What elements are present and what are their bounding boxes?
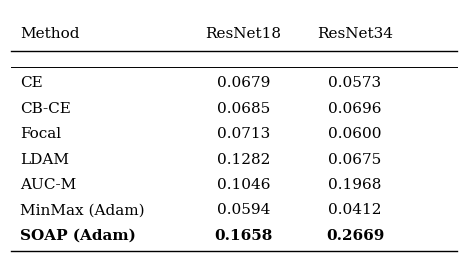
Text: AUC-M: AUC-M — [20, 178, 76, 192]
Text: ResNet18: ResNet18 — [205, 27, 281, 41]
Text: MinMax (Adam): MinMax (Adam) — [20, 203, 145, 217]
Text: 0.1282: 0.1282 — [217, 153, 270, 167]
Text: Method: Method — [20, 27, 80, 41]
Text: 0.0594: 0.0594 — [217, 203, 270, 217]
Text: 0.1658: 0.1658 — [214, 229, 272, 243]
Text: LDAM: LDAM — [20, 153, 69, 167]
Text: 0.0696: 0.0696 — [328, 102, 382, 116]
Text: 0.0600: 0.0600 — [328, 127, 382, 141]
Text: 0.0412: 0.0412 — [328, 203, 382, 217]
Text: 0.1046: 0.1046 — [217, 178, 270, 192]
Text: 0.0573: 0.0573 — [329, 76, 381, 90]
Text: 0.1968: 0.1968 — [328, 178, 381, 192]
Text: 0.0675: 0.0675 — [329, 153, 381, 167]
Text: ResNet34: ResNet34 — [317, 27, 393, 41]
Text: SOAP (Adam): SOAP (Adam) — [20, 229, 136, 243]
Text: Focal: Focal — [20, 127, 61, 141]
Text: CE: CE — [20, 76, 43, 90]
Text: 0.2669: 0.2669 — [326, 229, 384, 243]
Text: CB-CE: CB-CE — [20, 102, 71, 116]
Text: 0.0679: 0.0679 — [217, 76, 270, 90]
Text: 0.0685: 0.0685 — [217, 102, 270, 116]
Text: 0.0713: 0.0713 — [217, 127, 270, 141]
